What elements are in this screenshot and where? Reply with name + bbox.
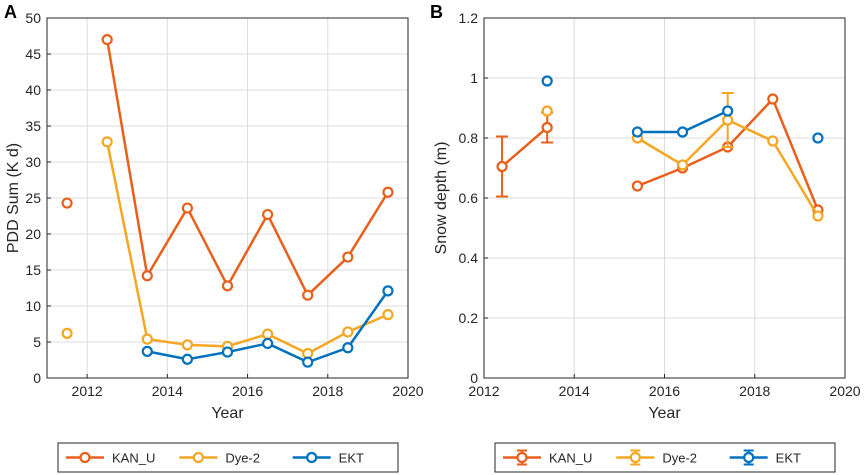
tick-label-x-b: 2020 bbox=[829, 383, 860, 399]
series-line-dye-2-a bbox=[105, 141, 389, 355]
tick-label-x-b: 2016 bbox=[649, 383, 680, 399]
data-point-kan-u-a bbox=[382, 186, 394, 198]
x-axis-label-a: Year bbox=[211, 405, 244, 422]
data-point-kan-u-a bbox=[302, 289, 314, 301]
tick-label-y-b: 1 bbox=[470, 70, 478, 86]
tick-label-y-a: 50 bbox=[25, 10, 41, 26]
tick-label-y-b: 0.6 bbox=[459, 190, 479, 206]
tick-label-y-a: 25 bbox=[25, 190, 41, 206]
tick-label-x-a: 2016 bbox=[232, 383, 263, 399]
legend-box-a bbox=[57, 442, 399, 473]
tick-label-x-b: 2014 bbox=[559, 383, 590, 399]
data-point-ekt-a bbox=[141, 345, 153, 357]
data-point-ekt-a bbox=[262, 337, 274, 350]
data-point-ekt-b bbox=[676, 126, 689, 138]
data-point-dye-2-a bbox=[141, 333, 153, 345]
data-point-dye-2-b bbox=[722, 114, 734, 126]
tick-label-y-a: 40 bbox=[25, 82, 41, 98]
legend-box-b bbox=[494, 442, 836, 473]
tick-label-y-b: 0.4 bbox=[459, 250, 479, 266]
data-point-kan-u-a bbox=[262, 208, 274, 221]
tick-label-x-b: 2018 bbox=[739, 383, 770, 399]
legend-label-kan-u-b: KAN_U bbox=[549, 451, 592, 466]
data-point-kan-u-a bbox=[101, 33, 113, 46]
data-point-dye-2-b bbox=[676, 159, 689, 171]
data-point-ekt-b bbox=[541, 75, 553, 87]
tick-label-x-a: 2014 bbox=[152, 383, 183, 399]
data-point-ekt-b bbox=[722, 105, 734, 117]
panel-a: A 2012 2014 2016 2018 2020 0 5 10 15 20 25 30 35 40 45… bbox=[4, 2, 424, 473]
data-point-ekt-a bbox=[221, 346, 234, 358]
data-point-kan-u-b bbox=[541, 121, 553, 134]
legend-marker-dye-2-b bbox=[629, 451, 641, 464]
data-point-ekt-a bbox=[342, 342, 354, 354]
data-point-dye-2-a bbox=[382, 309, 394, 321]
data-point-kan-u-a bbox=[181, 202, 193, 214]
axes-frame-b bbox=[483, 17, 846, 379]
tick-label-y-a: 15 bbox=[25, 262, 41, 278]
legend-marker-dye-2-a bbox=[192, 451, 204, 464]
series-line-kan-u-a bbox=[105, 39, 390, 297]
tick-label-y-a: 0 bbox=[33, 370, 41, 386]
y-axis-label-a: PDD Sum (K d) bbox=[5, 143, 22, 253]
tick-label-y-b: 0.8 bbox=[459, 130, 479, 146]
legend-label-dye-2-a: Dye-2 bbox=[225, 451, 260, 466]
data-point-kan-u-a bbox=[61, 197, 73, 209]
data-point-kan-u-a bbox=[141, 270, 153, 282]
tick-label-y-a: 5 bbox=[33, 334, 41, 350]
data-point-dye-2-b bbox=[541, 105, 553, 117]
panel-a-letter: A bbox=[4, 2, 17, 22]
tick-label-y-a: 45 bbox=[25, 46, 41, 62]
data-point-ekt-b bbox=[812, 132, 824, 144]
legend-marker-ekt-a bbox=[306, 451, 318, 464]
data-point-ekt-b bbox=[631, 126, 644, 138]
y-axis-label-b: Snow depth (m) bbox=[433, 142, 450, 255]
data-point-dye-2-b bbox=[812, 210, 824, 222]
tick-label-y-a: 35 bbox=[25, 118, 41, 134]
legend-label-kan-u-a: KAN_U bbox=[112, 451, 155, 466]
tick-label-y-b: 1.2 bbox=[459, 10, 479, 26]
data-point-dye-2-a bbox=[262, 328, 274, 340]
data-point-dye-2-a bbox=[101, 136, 113, 148]
tick-label-y-a: 20 bbox=[25, 226, 41, 242]
tick-label-y-a: 10 bbox=[25, 298, 41, 314]
legend-label-ekt-b: EKT bbox=[776, 451, 801, 466]
data-point-ekt-a bbox=[382, 285, 394, 297]
legend-label-dye-2-b: Dye-2 bbox=[662, 451, 697, 466]
tick-label-x-a: 2012 bbox=[72, 383, 103, 399]
legend-marker-kan-u-b bbox=[516, 451, 528, 464]
data-point-dye-2-a bbox=[181, 339, 193, 351]
tick-label-y-b: 0 bbox=[470, 370, 478, 386]
data-point-kan-u-b bbox=[767, 93, 779, 105]
panel-b: B 2012 2014 2016 2018 2020 0 0.2 0.4 0.6 0.8 1 1.2 Y… bbox=[430, 2, 861, 473]
tick-label-y-b: 0.2 bbox=[459, 310, 479, 326]
panel-b-letter: B bbox=[430, 2, 443, 22]
legend-marker-kan-u-a bbox=[79, 451, 91, 464]
tick-label-x-a: 2020 bbox=[392, 383, 423, 399]
legend-marker-ekt-b bbox=[743, 451, 755, 464]
data-point-dye-2-a bbox=[61, 327, 73, 339]
legend-label-ekt-a: EKT bbox=[339, 451, 364, 466]
tick-label-x-b: 2012 bbox=[468, 383, 499, 399]
data-point-kan-u-b bbox=[496, 160, 508, 173]
axes-frame-a bbox=[46, 17, 409, 379]
data-point-kan-u-a bbox=[221, 280, 234, 292]
x-axis-label-b: Year bbox=[648, 405, 681, 422]
data-point-dye-2-a bbox=[342, 326, 354, 338]
data-point-ekt-a bbox=[302, 356, 314, 368]
data-point-kan-u-b bbox=[631, 180, 644, 192]
tick-label-y-a: 30 bbox=[25, 154, 41, 170]
data-point-dye-2-b bbox=[767, 135, 779, 147]
tick-label-x-a: 2018 bbox=[312, 383, 343, 399]
series-line-kan-u-b bbox=[501, 126, 548, 168]
data-point-ekt-a bbox=[181, 353, 193, 365]
data-point-kan-u-a bbox=[342, 251, 354, 263]
